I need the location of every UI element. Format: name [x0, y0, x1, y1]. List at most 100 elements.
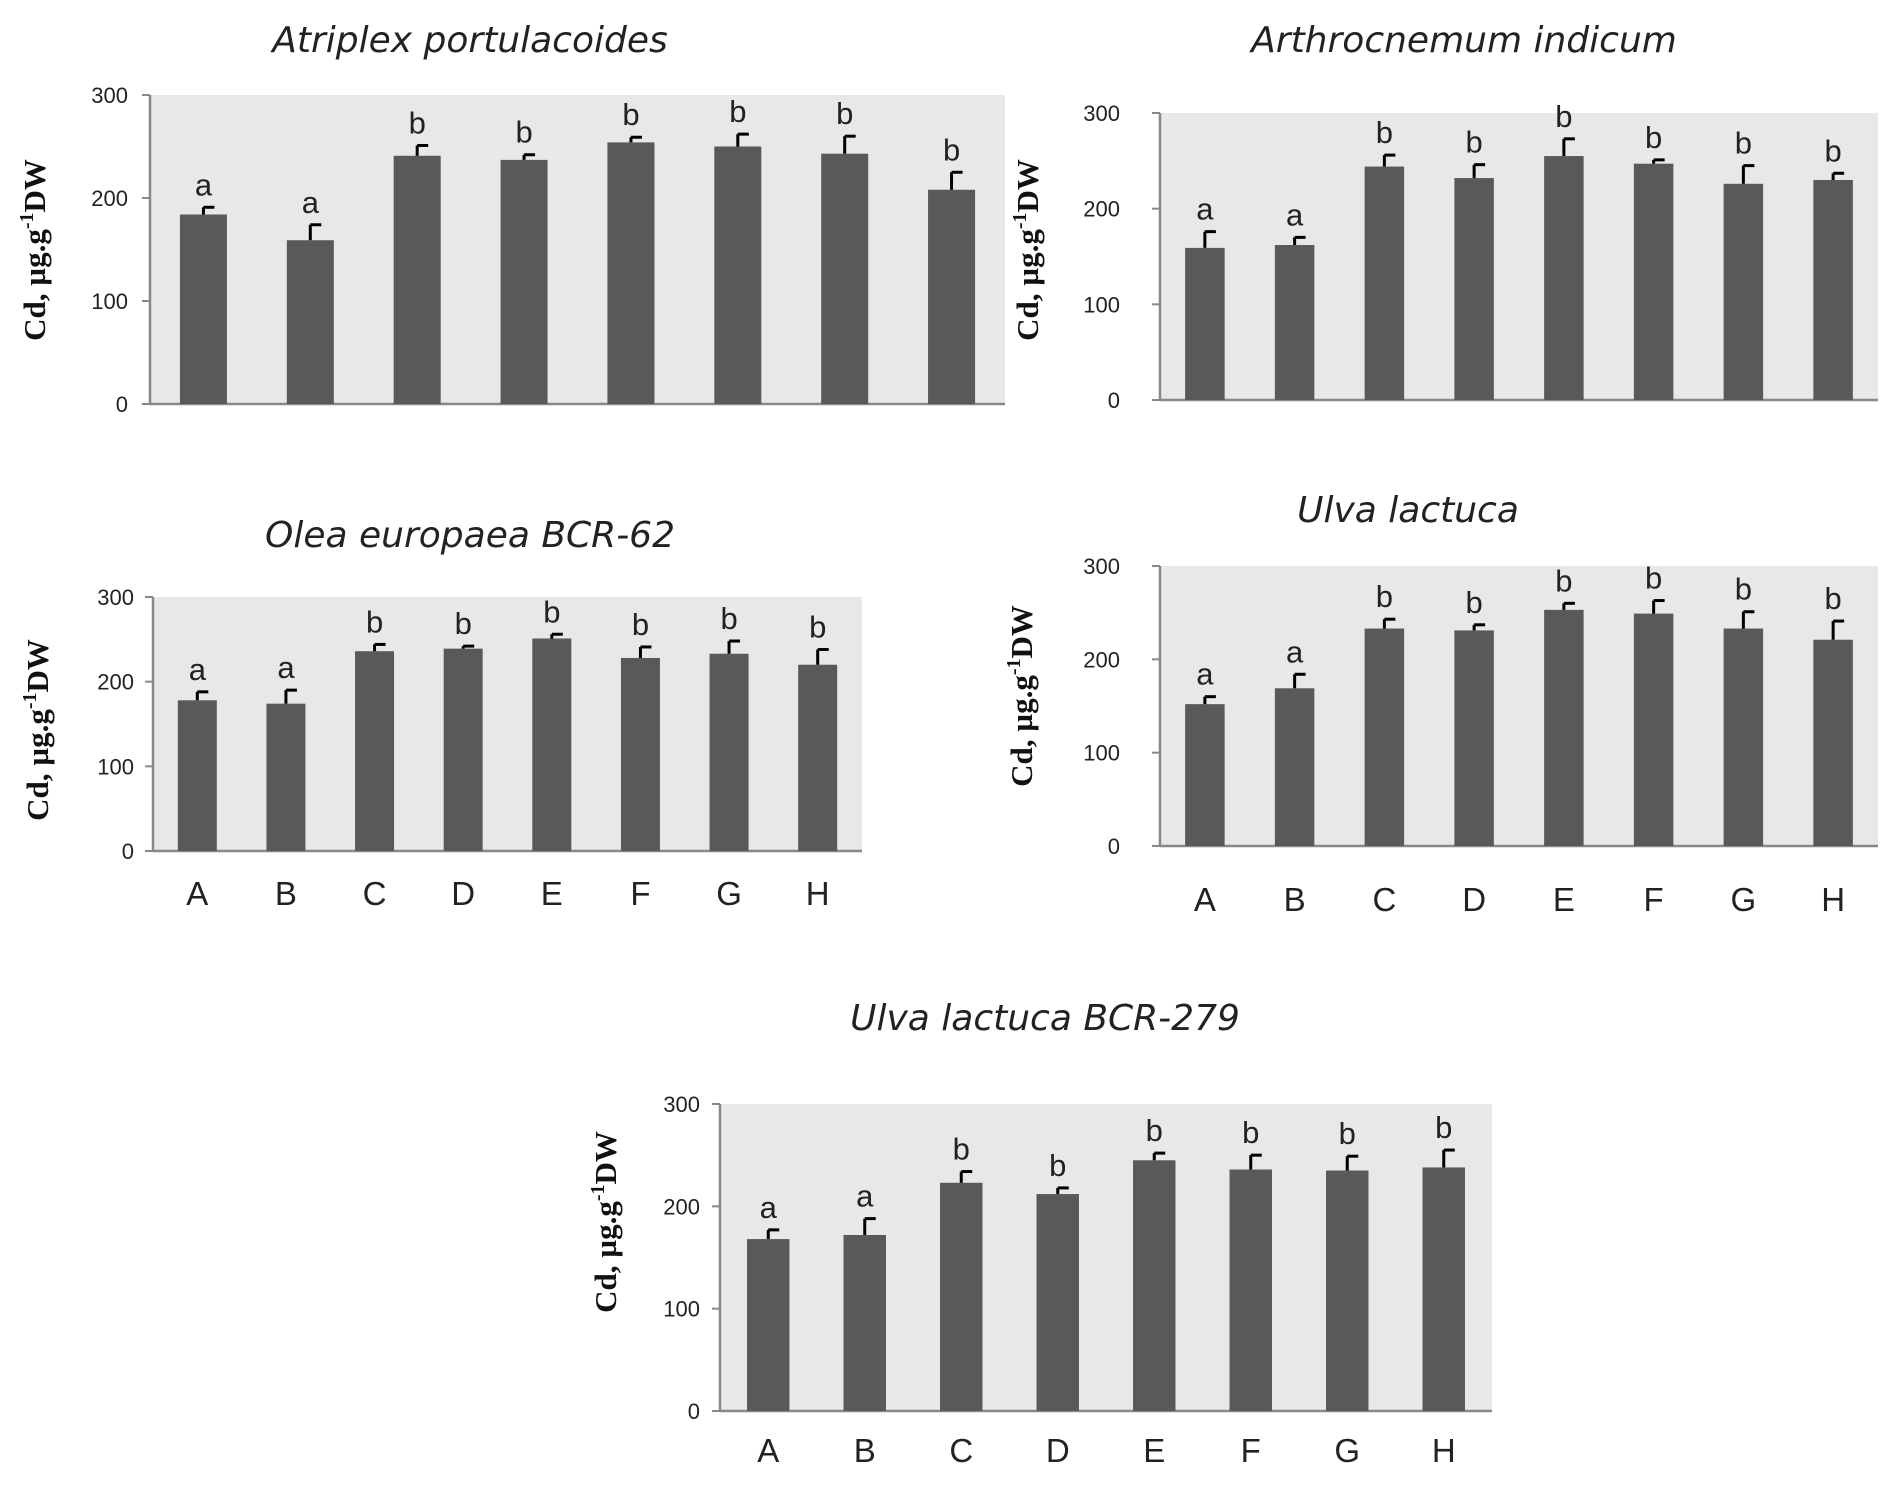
significance-label: b [1735, 572, 1752, 607]
bar [393, 155, 441, 404]
bar [532, 638, 572, 851]
x-tick-label: C [1372, 881, 1396, 918]
y-tick-label: 100 [91, 289, 128, 314]
bar [1229, 1169, 1272, 1411]
bar [1364, 628, 1405, 846]
bar [1364, 166, 1405, 400]
bar [1274, 245, 1315, 400]
bar [709, 653, 749, 851]
bar [1813, 179, 1853, 400]
bar [1185, 704, 1225, 846]
x-tick-label: F [1241, 1432, 1261, 1469]
bar [1036, 1194, 1079, 1411]
chart-panel: Arthrocnemum indicum Cd, µg.g-1DW 0 100 200 3… [1009, 20, 1878, 413]
bar [607, 142, 655, 404]
significance-label: b [515, 115, 532, 150]
x-tick-label: F [1644, 881, 1664, 918]
x-tick-label: E [1553, 881, 1575, 918]
y-tick-label: 300 [97, 585, 134, 610]
significance-label: b [1339, 1116, 1356, 1151]
significance-label: b [953, 1132, 970, 1167]
bar [747, 1239, 790, 1411]
significance-label: a [277, 650, 295, 685]
y-tick-label: 100 [97, 754, 134, 779]
significance-label: b [632, 607, 649, 642]
significance-label: a [1196, 657, 1214, 692]
x-tick-label: H [1821, 881, 1845, 918]
y-tick-label: 200 [1083, 647, 1120, 672]
chart-panel: Ulva lactuca Cd, µg.g-1DW 0 100 200 300 a Aa Bb C… [1003, 490, 1878, 918]
y-axis-label-unit: DW [1004, 605, 1039, 658]
significance-label: b [455, 606, 472, 641]
y-tick-label: 0 [122, 839, 134, 864]
significance-label: b [1645, 120, 1662, 155]
bar [620, 657, 660, 851]
y-tick-label: 100 [1083, 292, 1120, 317]
plot-area [153, 597, 862, 851]
y-axis-label-superscript: -1 [16, 212, 38, 229]
significance-label: b [1242, 1115, 1259, 1150]
significance-label: a [302, 185, 320, 220]
bar [1544, 609, 1584, 846]
y-axis-label-text: Cd, µg.g [1004, 675, 1039, 787]
y-axis-label-text: Cd, µg.g [1010, 229, 1045, 341]
y-axis-label-superscript: -1 [587, 1184, 609, 1201]
y-axis-label: Cd, µg.g-1DW [1003, 605, 1039, 787]
bar [1454, 630, 1494, 846]
bar [821, 153, 869, 404]
bar [940, 1182, 983, 1411]
significance-label: b [1645, 561, 1662, 596]
y-axis-label: Cd, µg.g-1DW [1009, 159, 1045, 341]
significance-label: a [189, 652, 207, 687]
bar [443, 648, 483, 851]
bar [179, 214, 227, 404]
bar [286, 240, 334, 404]
bar [266, 703, 306, 851]
y-tick-label: 200 [663, 1194, 700, 1219]
significance-label: b [1735, 126, 1752, 161]
y-tick-label: 200 [1083, 197, 1120, 222]
bar [177, 700, 217, 851]
bar [798, 664, 838, 851]
x-tick-label: F [630, 875, 650, 912]
chart-title: Ulva lactuca [1297, 490, 1519, 531]
chart-title: Atriplex portulacoides [270, 20, 668, 61]
y-axis-label-unit: DW [17, 159, 52, 212]
y-axis-label-superscript: -1 [19, 692, 41, 709]
y-tick-label: 200 [97, 670, 134, 695]
bar [928, 189, 976, 404]
y-axis-label-text: Cd, µg.g [588, 1201, 623, 1313]
plot-area [720, 1104, 1492, 1411]
x-tick-label: B [275, 875, 297, 912]
chart-panel: Olea europaea BCR-62 Cd, µg.g-1DW 0 100 200 3… [19, 515, 862, 912]
significance-label: a [856, 1179, 874, 1214]
y-tick-label: 200 [91, 186, 128, 211]
bar [1633, 163, 1674, 400]
bar [1633, 613, 1674, 846]
y-tick-label: 300 [663, 1092, 700, 1117]
significance-label: b [543, 594, 560, 629]
y-axis-label: Cd, µg.g-1DW [16, 159, 52, 341]
x-tick-label: G [716, 875, 742, 912]
significance-label: a [760, 1190, 778, 1225]
y-tick-label: 0 [1108, 834, 1120, 859]
chart-title: Olea europaea BCR-62 [265, 515, 675, 556]
plot-area [1160, 113, 1878, 400]
significance-label: b [409, 105, 426, 140]
bar [1454, 178, 1494, 400]
x-tick-label: H [1432, 1432, 1456, 1469]
bar [1133, 1160, 1176, 1411]
significance-label: b [1146, 1113, 1163, 1148]
chart-title: Arthrocnemum indicum [1249, 20, 1677, 61]
significance-label: a [1196, 192, 1214, 227]
significance-label: b [1466, 585, 1483, 620]
x-tick-label: D [451, 875, 475, 912]
bar [1813, 639, 1853, 846]
bar [1326, 1170, 1369, 1411]
bar [1422, 1167, 1465, 1411]
x-tick-label: H [806, 875, 830, 912]
significance-label: b [366, 604, 383, 639]
y-tick-label: 300 [1083, 101, 1120, 126]
significance-label: b [1466, 125, 1483, 160]
